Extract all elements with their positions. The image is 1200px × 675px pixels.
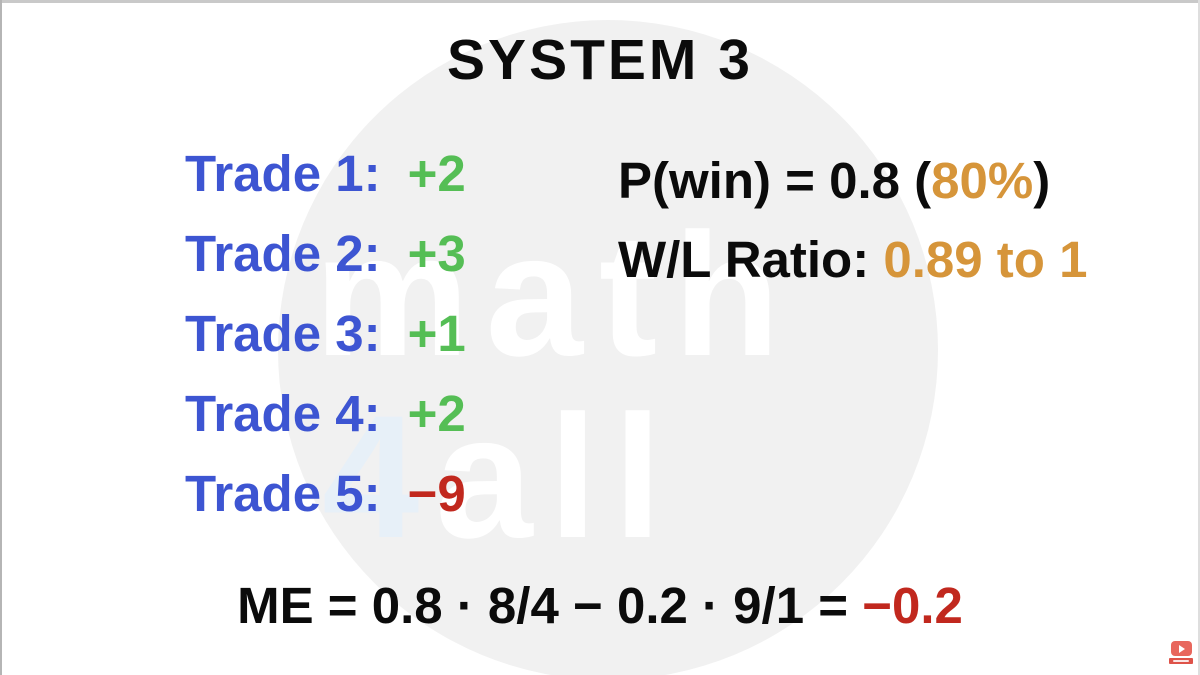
expectancy-formula: ME = 0.8 · 8/4 − 0.2 · 9/1 = −0.2 [0, 580, 1200, 631]
wl-ratio-value: 0.89 to 1 [883, 231, 1088, 288]
trade-row: Trade 5: −9 [185, 468, 466, 519]
formula-result: −0.2 [862, 577, 963, 634]
play-icon [1179, 644, 1185, 653]
subscribe-banner[interactable] [1169, 658, 1193, 664]
pwin-prefix: P(win) = 0.8 ( [618, 152, 932, 209]
subscribe-banner-text-stripe [1173, 660, 1189, 662]
trade-row: Trade 4: +2 [185, 388, 466, 439]
trade-value: +1 [407, 305, 466, 362]
frame-top-edge [0, 0, 1200, 3]
watermark-circle [278, 20, 938, 675]
trade-value: +2 [407, 385, 466, 442]
trade-label: Trade 3: [185, 305, 381, 362]
trade-row: Trade 2: +3 [185, 228, 466, 279]
watermark-all: all [435, 380, 678, 575]
pwin-line: P(win) = 0.8 (80%) [618, 155, 1087, 206]
youtube-icon[interactable] [1171, 641, 1192, 656]
trade-row: Trade 1: +2 [185, 148, 466, 199]
trade-value: +3 [407, 225, 466, 282]
pwin-percent: 80% [931, 152, 1034, 209]
trade-label: Trade 4: [185, 385, 381, 442]
trade-list: Trade 1: +2 Trade 2: +3 Trade 3: +1 Trade 4… [185, 148, 466, 519]
stats-block: P(win) = 0.8 (80%) W/L Ratio: 0.89 to 1 [618, 155, 1087, 285]
formula-expression: ME = 0.8 · 8/4 − 0.2 · 9/1 = [237, 577, 863, 634]
watermark-text-4all: 4all [322, 390, 678, 565]
trade-label: Trade 2: [185, 225, 381, 282]
wl-ratio-label: W/L Ratio: [618, 231, 884, 288]
trade-label: Trade 5: [185, 465, 381, 522]
youtube-subscribe-widget[interactable] [1169, 641, 1195, 664]
trade-value: +2 [407, 145, 466, 202]
wl-ratio-line: W/L Ratio: 0.89 to 1 [618, 234, 1087, 285]
trade-value: −9 [407, 465, 466, 522]
watermark-four: 4 [322, 380, 436, 575]
frame-right-edge [1198, 0, 1200, 675]
frame-left-edge [0, 0, 2, 675]
slide-title: SYSTEM 3 [447, 28, 753, 92]
watermark-text-math: math [314, 198, 797, 393]
trade-label: Trade 1: [185, 145, 381, 202]
trade-row: Trade 3: +1 [185, 308, 466, 359]
pwin-suffix: ) [1033, 152, 1051, 209]
